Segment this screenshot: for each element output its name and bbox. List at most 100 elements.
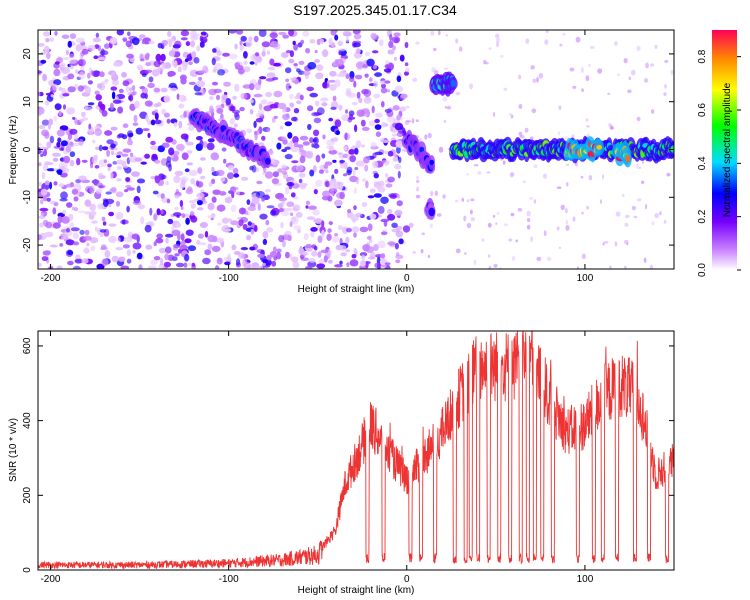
noise-speckle xyxy=(147,265,157,269)
noise-speckle xyxy=(361,144,365,148)
noise-speckle xyxy=(181,152,189,160)
noise-speckle xyxy=(160,53,166,62)
noise-speckle xyxy=(145,114,149,122)
noise-speckle xyxy=(353,205,357,211)
noise-speckle xyxy=(46,197,51,202)
noise-speckle xyxy=(116,159,124,165)
noise-speckle xyxy=(445,34,448,37)
noise-speckle xyxy=(293,63,298,67)
noise-speckle xyxy=(122,219,126,225)
noise-speckle xyxy=(69,141,74,148)
noise-speckle xyxy=(334,264,343,268)
noise-speckle xyxy=(259,76,267,80)
noise-speckle xyxy=(334,34,339,41)
noise-speckle xyxy=(227,172,234,180)
noise-speckle xyxy=(636,163,639,170)
noise-speckle xyxy=(343,146,347,151)
noise-speckle xyxy=(111,255,119,263)
noise-speckle xyxy=(122,148,132,153)
noise-speckle xyxy=(286,182,295,187)
noise-speckle xyxy=(396,146,401,154)
noise-speckle xyxy=(38,91,41,97)
noise-speckle xyxy=(273,90,283,98)
noise-speckle xyxy=(60,62,66,68)
noise-speckle xyxy=(518,104,523,109)
noise-speckle xyxy=(368,238,373,243)
noise-speckle xyxy=(266,254,272,261)
noise-speckle xyxy=(415,119,419,122)
noise-speckle xyxy=(154,109,158,114)
noise-speckle xyxy=(285,83,291,91)
noise-speckle xyxy=(101,258,109,267)
noise-speckle xyxy=(586,205,590,210)
noise-speckle xyxy=(272,62,281,67)
noise-speckle xyxy=(71,142,81,147)
noise-speckle xyxy=(446,105,452,110)
noise-speckle xyxy=(99,50,109,56)
noise-speckle xyxy=(372,160,379,169)
noise-speckle xyxy=(38,107,45,115)
noise-speckle xyxy=(332,95,337,102)
noise-speckle xyxy=(365,261,369,269)
noise-speckle xyxy=(38,234,43,241)
noise-speckle xyxy=(307,123,312,131)
noise-speckle xyxy=(185,141,194,146)
noise-speckle xyxy=(210,152,220,161)
noise-speckle xyxy=(280,125,284,130)
noise-speckle xyxy=(200,157,206,161)
noise-speckle xyxy=(361,254,366,260)
noise-speckle xyxy=(58,110,62,116)
noise-speckle xyxy=(140,58,145,62)
noise-speckle xyxy=(163,112,170,118)
noise-speckle xyxy=(331,236,340,243)
noise-speckle xyxy=(353,187,357,194)
noise-speckle xyxy=(125,177,131,182)
x-tick-label: 100 xyxy=(577,273,594,284)
noise-speckle xyxy=(41,129,49,137)
noise-speckle xyxy=(416,186,420,192)
noise-speckle xyxy=(257,78,262,86)
noise-speckle xyxy=(236,190,240,196)
noise-speckle xyxy=(352,42,361,48)
x-tick-label: -100 xyxy=(219,273,239,284)
noise-speckle xyxy=(67,250,74,256)
noise-speckle xyxy=(464,252,467,255)
noise-speckle xyxy=(145,62,152,67)
noise-speckle xyxy=(329,84,337,91)
noise-speckle xyxy=(631,205,637,211)
noise-speckle xyxy=(380,231,388,236)
noise-speckle xyxy=(40,212,44,217)
noise-speckle xyxy=(104,250,111,258)
noise-speckle xyxy=(486,171,491,174)
noise-speckle xyxy=(246,234,252,241)
noise-speckle xyxy=(368,78,373,83)
noise-speckle xyxy=(572,216,576,222)
noise-speckle xyxy=(167,254,175,261)
noise-speckle xyxy=(230,204,237,213)
noise-speckle xyxy=(232,109,241,114)
noise-speckle xyxy=(337,48,347,52)
noise-speckle xyxy=(330,187,335,196)
noise-speckle xyxy=(139,86,146,90)
noise-speckle xyxy=(585,118,589,122)
noise-speckle xyxy=(158,247,167,254)
noise-speckle xyxy=(269,251,278,258)
noise-speckle xyxy=(87,44,96,52)
noise-speckle xyxy=(337,152,343,156)
noise-speckle xyxy=(363,96,372,104)
noise-speckle xyxy=(364,73,369,78)
noise-speckle xyxy=(47,123,52,130)
noise-speckle xyxy=(277,102,287,110)
noise-speckle xyxy=(40,59,47,64)
noise-speckle xyxy=(328,37,333,45)
noise-speckle xyxy=(253,120,257,128)
noise-speckle xyxy=(375,131,382,137)
noise-speckle xyxy=(261,50,266,57)
noise-speckle xyxy=(228,30,237,34)
noise-speckle xyxy=(348,110,355,116)
noise-speckle xyxy=(56,169,63,174)
noise-speckle xyxy=(333,199,343,207)
y-tick-label: 400 xyxy=(22,412,33,429)
noise-speckle xyxy=(309,169,315,177)
noise-speckle xyxy=(90,70,95,76)
